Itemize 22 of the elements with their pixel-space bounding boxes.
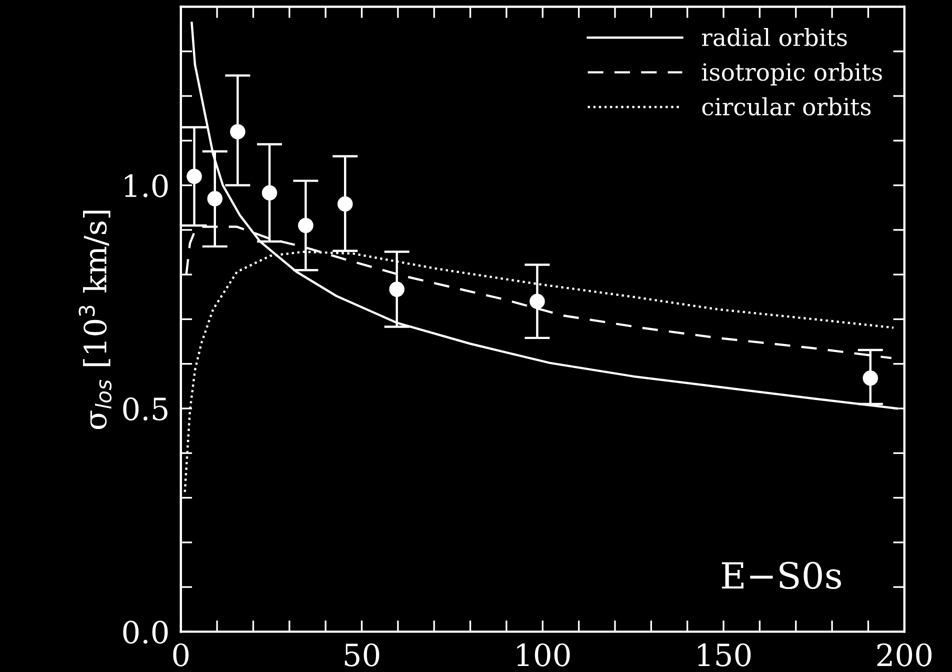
- point: [298, 218, 314, 234]
- point: [337, 196, 353, 212]
- x-tick-label: 50: [344, 643, 380, 666]
- point: [230, 124, 246, 140]
- point: [207, 191, 223, 206]
- point: [186, 168, 202, 184]
- point: [262, 185, 278, 201]
- point: [862, 370, 878, 386]
- x-tick-label: 200: [877, 643, 932, 666]
- legend-label: circular orbits: [702, 97, 871, 116]
- point: [389, 282, 404, 297]
- point: [530, 294, 545, 309]
- y-tick-label: 0.0: [123, 620, 168, 644]
- legend-label: radial orbits: [702, 28, 847, 46]
- y-tick-label: 1.0: [124, 174, 168, 198]
- y-axis-title: σ$_{los}$ [10$^{3}$ km/s]: [78, 210, 112, 430]
- x-tick-label: 100: [517, 643, 570, 666]
- x-tick-label: 150: [698, 643, 751, 666]
- x-tick-label: 0: [173, 643, 189, 666]
- annotation: E−S0s: [722, 562, 841, 590]
- y-tick-label: 0.5: [123, 397, 168, 421]
- legend-label: isotropic orbits: [702, 62, 882, 86]
